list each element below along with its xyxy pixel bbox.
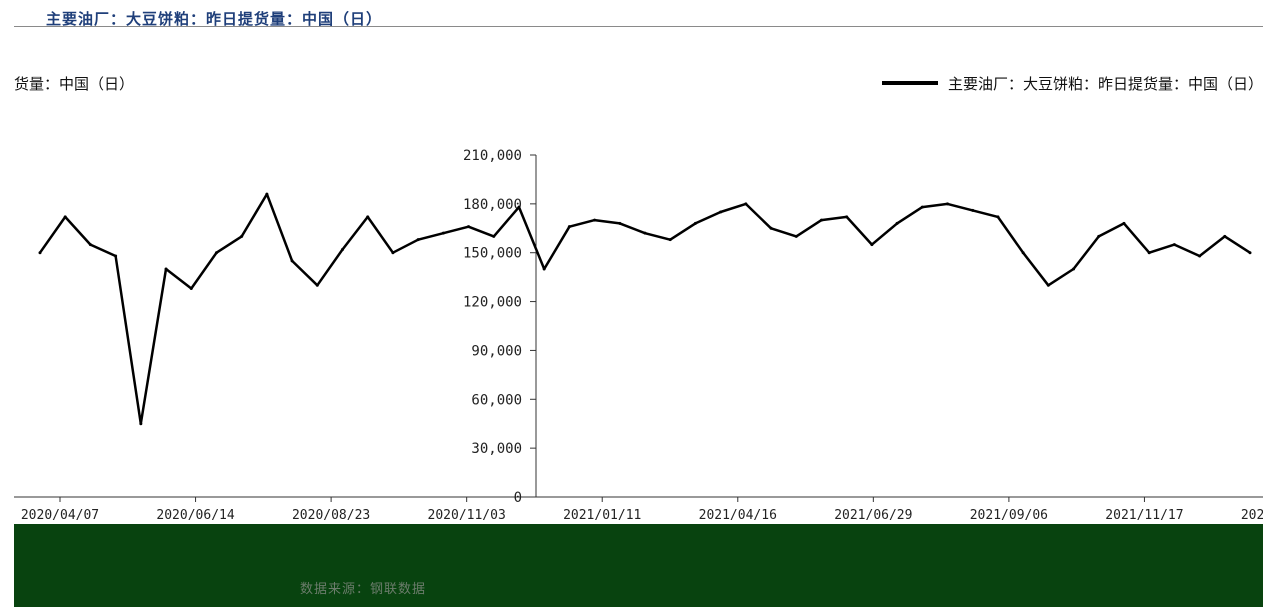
- legend: 主要油厂：大豆饼粕：昨日提货量：中国（日）: [881, 73, 1263, 93]
- data-point: [1248, 251, 1252, 255]
- x-tick-label: 2021/09/06: [970, 508, 1048, 523]
- data-point: [88, 243, 92, 247]
- x-tick-label: 2021/01/11: [563, 508, 641, 523]
- data-point: [1046, 283, 1050, 287]
- data-point: [719, 210, 723, 214]
- y-tick-label: 30,000: [471, 441, 522, 457]
- data-point: [315, 283, 319, 287]
- y-tick-label: 120,000: [463, 295, 522, 311]
- source-band: [14, 524, 1263, 607]
- data-point: [189, 287, 193, 291]
- data-point: [567, 225, 571, 229]
- data-point: [38, 251, 42, 255]
- data-point: [542, 267, 546, 271]
- y-tick-label: 90,000: [471, 343, 522, 359]
- data-point: [1072, 267, 1076, 271]
- data-point: [139, 422, 143, 426]
- x-tick-label: 2021/11/17: [1105, 508, 1183, 523]
- y-tick-label: 0: [514, 490, 522, 506]
- data-point: [744, 202, 748, 206]
- y-tick-label: 210,000: [463, 148, 522, 164]
- x-tick-label: 2020/11/03: [428, 508, 506, 523]
- data-point: [290, 259, 294, 263]
- x-tick-label: 2021/04/16: [699, 508, 777, 523]
- data-point: [618, 221, 622, 225]
- data-point: [1172, 243, 1176, 247]
- data-point: [265, 192, 269, 196]
- data-point: [366, 215, 370, 219]
- data-point: [214, 251, 218, 255]
- data-point: [920, 205, 924, 209]
- data-point: [164, 267, 168, 271]
- data-point: [794, 234, 798, 238]
- y-axis-label: 货量：中国（日）: [14, 75, 135, 93]
- x-tick-label: 2021/06/29: [834, 508, 912, 523]
- x-tick-label: 2020/06/14: [156, 508, 234, 523]
- x-tick-label: 2020/08/23: [292, 508, 370, 523]
- data-point: [1122, 221, 1126, 225]
- data-point: [114, 254, 118, 258]
- data-point: [593, 218, 597, 222]
- data-point: [1223, 234, 1227, 238]
- data-point: [693, 221, 697, 225]
- data-point: [416, 238, 420, 242]
- data-point: [1198, 254, 1202, 258]
- data-point: [1097, 234, 1101, 238]
- y-tick-label: 60,000: [471, 392, 522, 408]
- y-tick-label: 180,000: [463, 197, 522, 213]
- data-point: [870, 243, 874, 247]
- data-point: [441, 231, 445, 235]
- data-point: [1147, 251, 1151, 255]
- data-point: [240, 234, 244, 238]
- data-point: [63, 215, 67, 219]
- data-point: [668, 238, 672, 242]
- data-point: [845, 215, 849, 219]
- legend-label: 主要油厂：大豆饼粕：昨日提货量：中国（日）: [947, 74, 1263, 93]
- figure-title: 主要油厂：大豆饼粕：昨日提货量：中国（日）: [46, 10, 383, 28]
- data-point: [492, 234, 496, 238]
- data-point: [643, 231, 647, 235]
- data-point: [391, 251, 395, 255]
- x-tick-label: 2020/04/07: [21, 508, 99, 523]
- data-point: [819, 218, 823, 222]
- legend-swatch: [881, 81, 938, 85]
- series-line: [38, 192, 1251, 425]
- data-point: [517, 205, 521, 209]
- data-point: [946, 202, 949, 206]
- y-tick-label: 150,000: [463, 246, 522, 262]
- data-point: [1021, 251, 1025, 255]
- source-note: 数据来源：钢联数据: [300, 582, 427, 597]
- data-point: [971, 208, 975, 212]
- data-point: [996, 215, 1000, 219]
- data-point: [895, 221, 899, 225]
- data-point: [769, 226, 773, 230]
- x-tick-label: 2022/01/25: [1241, 508, 1263, 523]
- data-point: [341, 247, 344, 251]
- data-point: [467, 225, 471, 229]
- title-divider: [14, 26, 1263, 27]
